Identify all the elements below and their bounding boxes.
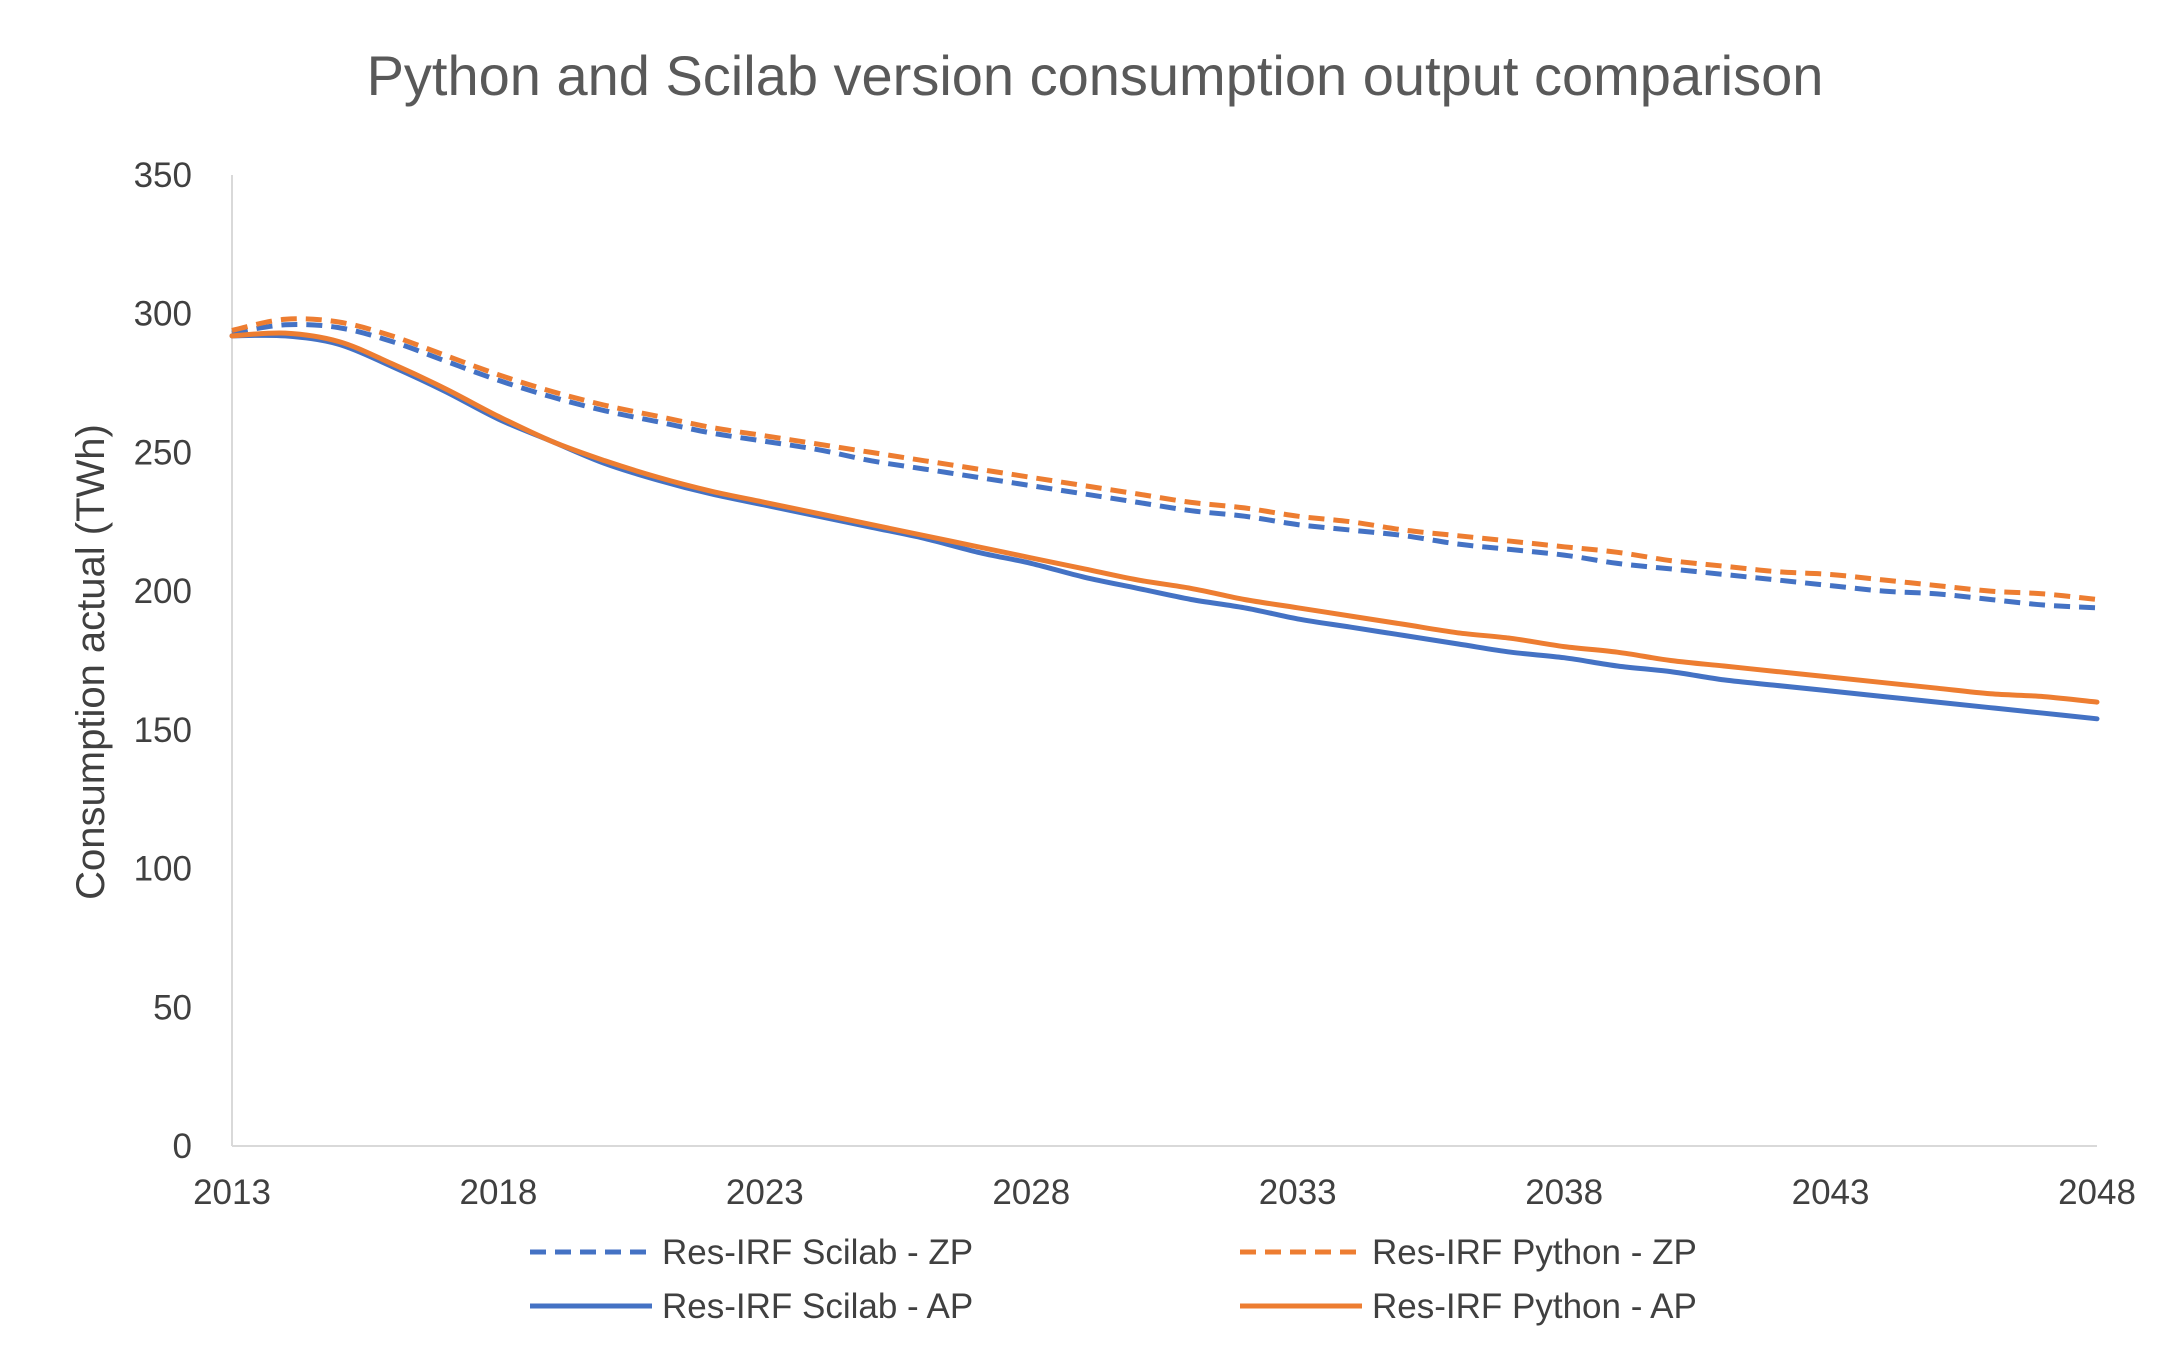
y-tick-label: 250 — [134, 433, 192, 472]
legend: Res-IRF Scilab - ZP Res-IRF Python - ZP Re… — [530, 1233, 1697, 1326]
series-line-res-irf-scilab-ap — [229, 332, 2100, 722]
x-tick-label: 2038 — [1525, 1173, 1603, 1212]
legend-label: Res-IRF Scilab - ZP — [662, 1233, 973, 1272]
legend-label: Res-IRF Python - AP — [1372, 1287, 1697, 1326]
y-tick-label: 350 — [134, 156, 192, 195]
y-axis-title: Consumption actual (TWh) — [69, 424, 113, 900]
y-axis-ticks: 0 50 100 150 200 250 300 350 — [134, 156, 192, 1166]
series-lines — [229, 316, 2100, 722]
x-tick-label: 2023 — [726, 1173, 804, 1212]
x-tick-label: 2028 — [992, 1173, 1070, 1212]
chart-title: Python and Scilab version consumption ou… — [367, 44, 1824, 107]
x-tick-label: 2048 — [2058, 1173, 2136, 1212]
series-line-res-irf-python-zp — [231, 316, 2098, 602]
x-tick-label: 2018 — [459, 1173, 537, 1212]
legend-label: Res-IRF Scilab - AP — [662, 1287, 973, 1326]
legend-label: Res-IRF Python - ZP — [1372, 1233, 1697, 1272]
y-tick-label: 0 — [173, 1127, 192, 1166]
x-tick-label: 2013 — [193, 1173, 271, 1212]
x-axis-ticks: 2013 2018 2023 2028 2033 2038 2043 2048 — [193, 1173, 2136, 1212]
y-tick-label: 300 — [134, 295, 192, 334]
y-tick-label: 150 — [134, 711, 192, 750]
x-tick-label: 2043 — [1792, 1173, 1870, 1212]
y-tick-label: 200 — [134, 572, 192, 611]
y-tick-label: 100 — [134, 850, 192, 889]
series-line-res-irf-python-ap — [229, 330, 2100, 705]
x-tick-label: 2033 — [1259, 1173, 1337, 1212]
y-tick-label: 50 — [153, 988, 192, 1027]
series-line-res-irf-scilab-zp — [231, 321, 2098, 611]
